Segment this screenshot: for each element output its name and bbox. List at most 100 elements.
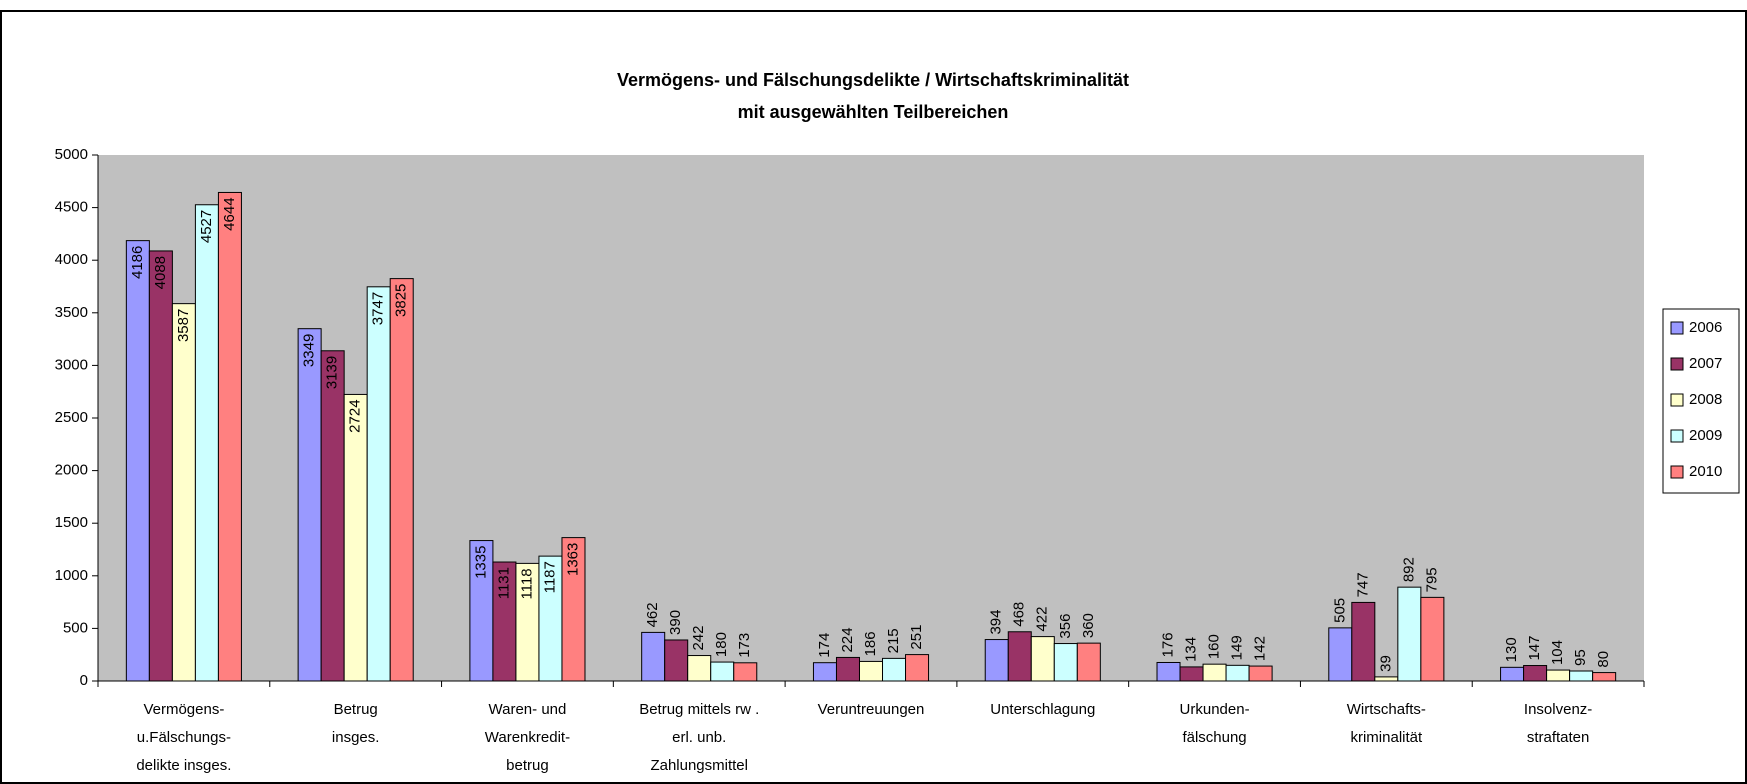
bar [1179,666,1204,682]
y-tick-label: 2500 [55,409,88,426]
legend-swatch [1670,393,1684,407]
bar [194,204,219,682]
bar [125,240,150,682]
bar [812,662,837,682]
value-label: 224 [839,627,856,652]
value-label: 215 [885,628,902,653]
x-tick-label: insges. [332,729,380,746]
bar [1225,664,1250,682]
legend-swatch [1670,321,1684,335]
bar [710,661,735,682]
bar [366,286,391,682]
y-tick-label: 5000 [55,146,88,163]
legend-swatch [1670,357,1684,371]
y-tick-label: 4000 [55,251,88,268]
x-tick-label: erl. unb. [672,729,726,746]
bar [641,631,666,682]
x-tick-label: delikte insges. [136,757,231,774]
y-tick-label: 1500 [55,514,88,531]
value-label: 242 [690,626,707,651]
value-label: 4527 [198,210,215,243]
bar [171,303,196,682]
bar [1351,601,1376,682]
bar [984,639,1009,682]
bar [882,657,907,682]
value-label: 176 [1159,632,1176,657]
value-label: 390 [667,610,684,635]
x-tick-label: betrug [506,757,549,774]
legend-label: 2007 [1689,355,1722,372]
y-tick-label: 3000 [55,356,88,373]
bar [1500,666,1525,682]
bar [1328,627,1353,682]
value-label: 422 [1034,607,1051,632]
value-label: 360 [1080,613,1097,638]
value-label: 1335 [472,546,489,579]
value-label: 505 [1331,598,1348,623]
bar [1030,636,1055,682]
bar [1248,665,1273,682]
bar [905,654,930,682]
value-label: 180 [713,632,730,657]
value-label: 468 [1011,602,1028,627]
value-label: 3349 [301,334,318,367]
bar [1007,631,1032,682]
value-label: 147 [1526,636,1543,661]
value-label: 134 [1183,637,1200,662]
x-tick-label: Zahlungsmittel [650,757,748,774]
value-label: 892 [1400,557,1417,582]
y-tick-label: 2000 [55,462,88,479]
value-label: 3747 [370,292,387,325]
bar [343,393,368,682]
bar [1569,670,1594,682]
bar [1374,676,1399,682]
x-tick-label: kriminalität [1350,729,1423,746]
x-tick-label: Betrug mittels rw . [639,701,759,718]
bar [561,537,586,682]
x-tick-label: Insolvenz- [1524,701,1592,718]
bar [1076,642,1101,682]
x-tick-label: Urkunden- [1180,701,1250,718]
value-label: 462 [644,602,661,627]
bar [148,250,173,682]
value-label: 394 [988,610,1005,635]
y-tick-label: 4500 [55,199,88,216]
value-label: 95 [1572,649,1589,666]
x-tick-label: u.Fälschungs- [137,729,231,746]
bar [687,655,712,682]
y-tick-label: 500 [63,619,88,636]
chart-title: mit ausgewählten Teilbereichen [738,102,1009,122]
value-label: 142 [1252,636,1269,661]
legend-label: 2009 [1689,427,1722,444]
bar [1592,672,1617,682]
value-label: 174 [816,633,833,658]
value-label: 1363 [564,543,581,576]
x-tick-label: Vermögens- [143,701,224,718]
bar [835,656,860,682]
x-tick-label: Warenkredit- [485,729,570,746]
bar [733,662,758,682]
x-tick-label: Waren- und [489,701,567,718]
x-tick-label: straftaten [1527,729,1590,746]
value-label: 130 [1503,637,1520,662]
value-label: 795 [1423,567,1440,592]
bar [1546,669,1571,682]
legend-label: 2006 [1689,319,1722,336]
bar [858,660,884,682]
value-label: 1118 [518,568,535,599]
x-tick-label: Betrug [334,701,378,718]
x-tick-label: Unterschlagung [990,701,1095,718]
value-label: 39 [1377,655,1394,672]
value-label: 1131 [495,567,512,599]
value-label: 104 [1549,640,1566,665]
bar [1156,661,1181,682]
value-label: 2724 [347,399,364,432]
y-tick-label: 0 [80,672,88,689]
legend-label: 2010 [1689,463,1722,480]
value-label: 4088 [152,256,169,289]
value-label: 4186 [129,246,146,279]
value-label: 251 [908,625,925,650]
bar [1397,586,1422,682]
y-tick-label: 1000 [55,567,88,584]
